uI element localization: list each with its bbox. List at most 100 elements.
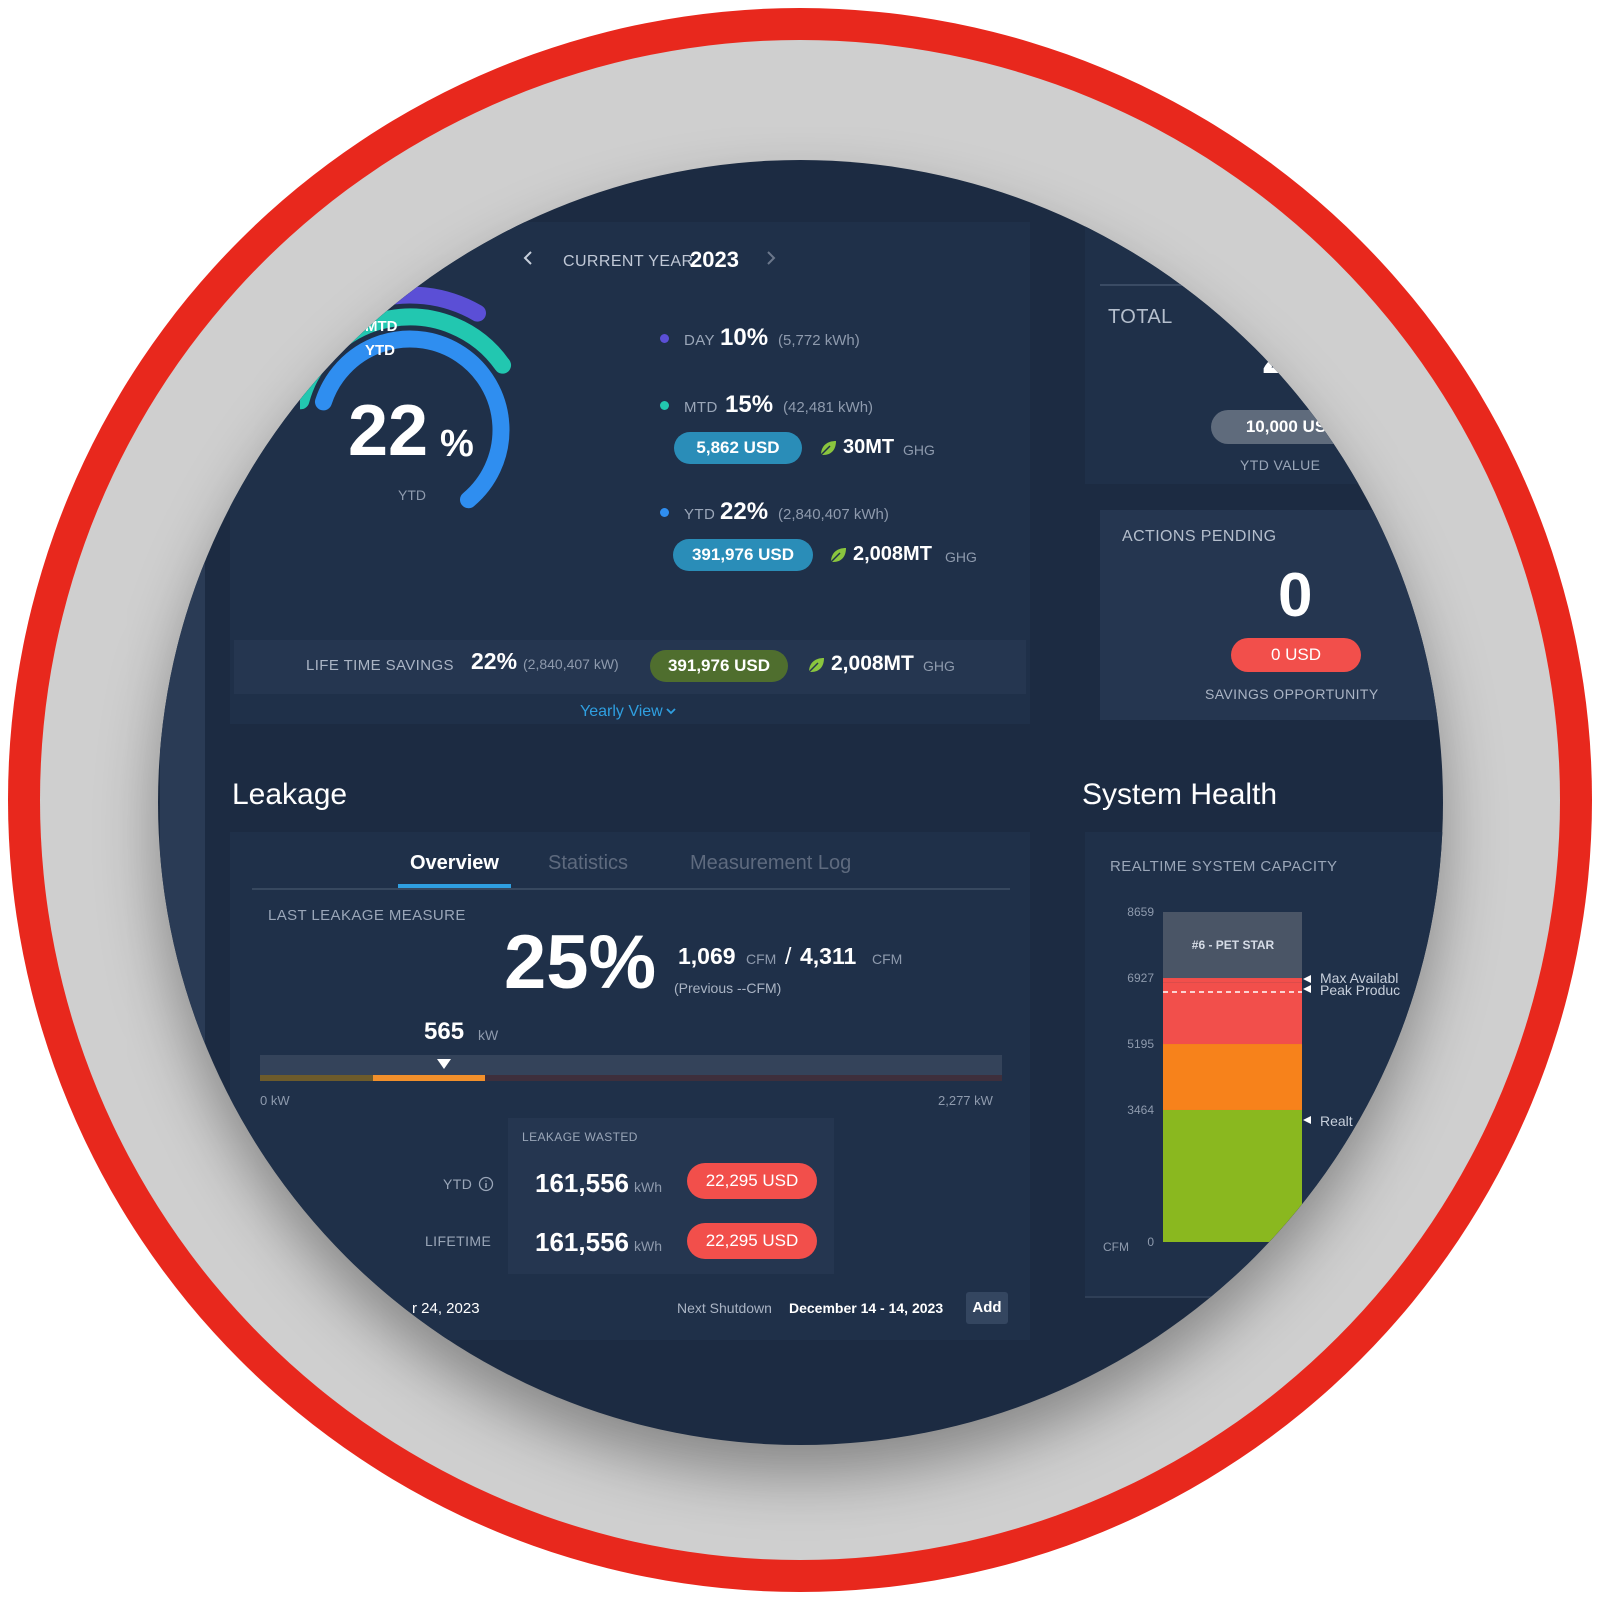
y-tick-label: 5195 [1127, 1037, 1154, 1051]
lifetime-label: LIFE TIME SAVINGS [306, 657, 454, 674]
total-divider [1100, 284, 1440, 286]
leakage-kw-unit: kW [478, 1027, 499, 1043]
capacity-label: REALTIME SYSTEM CAPACITY [1110, 858, 1338, 875]
tab-statistics[interactable]: Statistics [548, 852, 629, 874]
wasted-lifetime-kwh: 161,556 [535, 1227, 629, 1257]
wasted-ytd-label: YTD [443, 1176, 473, 1192]
gauge-unit: % [440, 423, 474, 465]
total-label: TOTAL [1108, 306, 1173, 328]
dashboard: CURRENT YEAR 2023 MTD YTD 22 % YTD DAY 1… [158, 160, 1443, 1445]
ytd-usd-badge: 391,976 USD [673, 539, 813, 571]
leakage-previous: (Previous --CFM) [674, 980, 782, 996]
add-shutdown-button[interactable]: Add [966, 1292, 1008, 1324]
marker-max-available: Max Availabl [1320, 970, 1399, 986]
wasted-lifetime-label: LIFETIME [425, 1233, 492, 1249]
leakage-range-max: 2,277 kW [938, 1093, 993, 1108]
ytd-ghg-unit: GHG [945, 549, 977, 565]
day-label: DAY [684, 332, 715, 349]
gauge-mtd-label: MTD [365, 318, 398, 335]
leakage-cfm-unit: CFM [746, 951, 777, 967]
leakage-range-low [260, 1075, 373, 1081]
capacity-bar-segment [1163, 982, 1302, 1045]
tab-overview-underline [398, 884, 511, 888]
y-tick-label: 3464 [1127, 1103, 1154, 1117]
total-value: 2 [1262, 331, 1289, 384]
leaf-icon [830, 548, 846, 563]
leakage-cfm-total-unit: CFM [872, 951, 903, 967]
leakage-cfm-current: 1,069 [678, 943, 736, 969]
mtd-ghg-unit: GHG [903, 442, 935, 458]
system-health-divider [1085, 1296, 1443, 1298]
capacity-chart: 8659 6927 5195 3464 0 [1127, 905, 1302, 1249]
leaf-icon [808, 658, 824, 673]
capacity-bar-label: #6 - PET STAR [1191, 938, 1275, 952]
ytd-ghg: 2,008MT [853, 543, 932, 565]
mtd-ghg: 30MT [843, 436, 895, 458]
lifetime-usd-badge: 391,976 USD [650, 650, 788, 682]
tab-overview[interactable]: Overview [410, 852, 499, 874]
last-shutdown-date: r 24, 2023 [412, 1300, 480, 1317]
next-shutdown-dates: December 14 - 14, 2023 [789, 1300, 944, 1316]
actions-panel [1100, 510, 1443, 720]
tab-measurement-log[interactable]: Measurement Log [690, 852, 852, 874]
current-year-value: 2023 [690, 247, 739, 272]
capacity-bar-segment [1163, 912, 1302, 979]
mtd-pct: 15% [725, 391, 774, 418]
leaf-icon [820, 441, 836, 456]
ytd-dot-icon [660, 508, 669, 517]
gauge-arc-ytd [314, 330, 510, 509]
actions-count: 0 [1278, 561, 1313, 630]
wasted-ytd-kwh-unit: kWh [634, 1179, 662, 1195]
last-leakage-label: LAST LEAKAGE MEASURE [268, 907, 466, 924]
marker-arrow-icon [1303, 1116, 1311, 1124]
marker-arrow-icon [1303, 975, 1311, 983]
lifetime-ghg-unit: GHG [923, 658, 955, 674]
gauge-arc-mtd [300, 308, 512, 410]
day-pct: 10% [720, 324, 769, 351]
actions-usd-badge: 0 USD [1231, 638, 1361, 672]
total-caption: YTD VALUE [1240, 457, 1321, 473]
leakage-range-min: 0 kW [260, 1093, 290, 1108]
lifetime-kwh: (2,840,407 kW) [523, 656, 619, 672]
axis-unit: CFM [1103, 1240, 1129, 1254]
capacity-bar-segment [1163, 978, 1302, 983]
gauge-arc-day [300, 286, 486, 368]
yearly-view-link[interactable]: Yearly View [580, 703, 663, 720]
leakage-kw-value: 565 [424, 1018, 465, 1045]
actions-caption: SAVINGS OPPORTUNITY [1205, 686, 1379, 702]
ytd-label: YTD [684, 506, 716, 523]
gauge-ytd-label: YTD [365, 342, 395, 359]
ytd-kwh: (2,840,407 kWh) [778, 506, 889, 523]
system-health-title: System Health [1082, 778, 1278, 811]
chevron-down-icon[interactable] [666, 708, 676, 716]
wasted-ytd-kwh: 161,556 [535, 1168, 629, 1198]
leakage-title: Leakage [232, 778, 348, 811]
actions-label: ACTIONS PENDING [1122, 528, 1277, 545]
marker-arrow-icon [1303, 985, 1311, 993]
gauge-value: 22 [348, 391, 429, 471]
lifetime-ghg: 2,008MT [831, 652, 914, 675]
leakage-cfm-sep: / [785, 943, 792, 969]
leakage-range-fill [373, 1075, 485, 1081]
wasted-lifetime-kwh-unit: kWh [634, 1238, 662, 1254]
leakage-pct: 25% [504, 920, 657, 1005]
info-icon[interactable] [478, 1176, 494, 1192]
y-tick-label: 6927 [1127, 971, 1154, 985]
day-dot-icon [660, 334, 669, 343]
lifetime-pct: 22% [471, 648, 518, 674]
mtd-usd-badge: 5,862 USD [674, 432, 802, 464]
ytd-pct: 22% [720, 498, 769, 525]
chevron-right-icon[interactable] [765, 250, 777, 266]
savings-gauge [300, 286, 512, 509]
chevron-left-icon[interactable] [522, 250, 534, 266]
total-usd-badge: 10,000 US [1211, 410, 1361, 444]
leakage-marker-icon [437, 1059, 452, 1069]
next-shutdown-label: Next Shutdown [677, 1300, 772, 1316]
marker-realtime: Realt [1320, 1113, 1353, 1129]
dashboard-viewport: CURRENT YEAR 2023 MTD YTD 22 % YTD DAY 1… [158, 160, 1443, 1445]
marker-peak-production: Peak Produc [1320, 982, 1401, 998]
leakage-cfm-total: 4,311 [800, 943, 857, 969]
wasted-lifetime-usd-badge: 22,295 USD [687, 1223, 817, 1259]
capacity-bar-segment [1163, 1109, 1302, 1242]
